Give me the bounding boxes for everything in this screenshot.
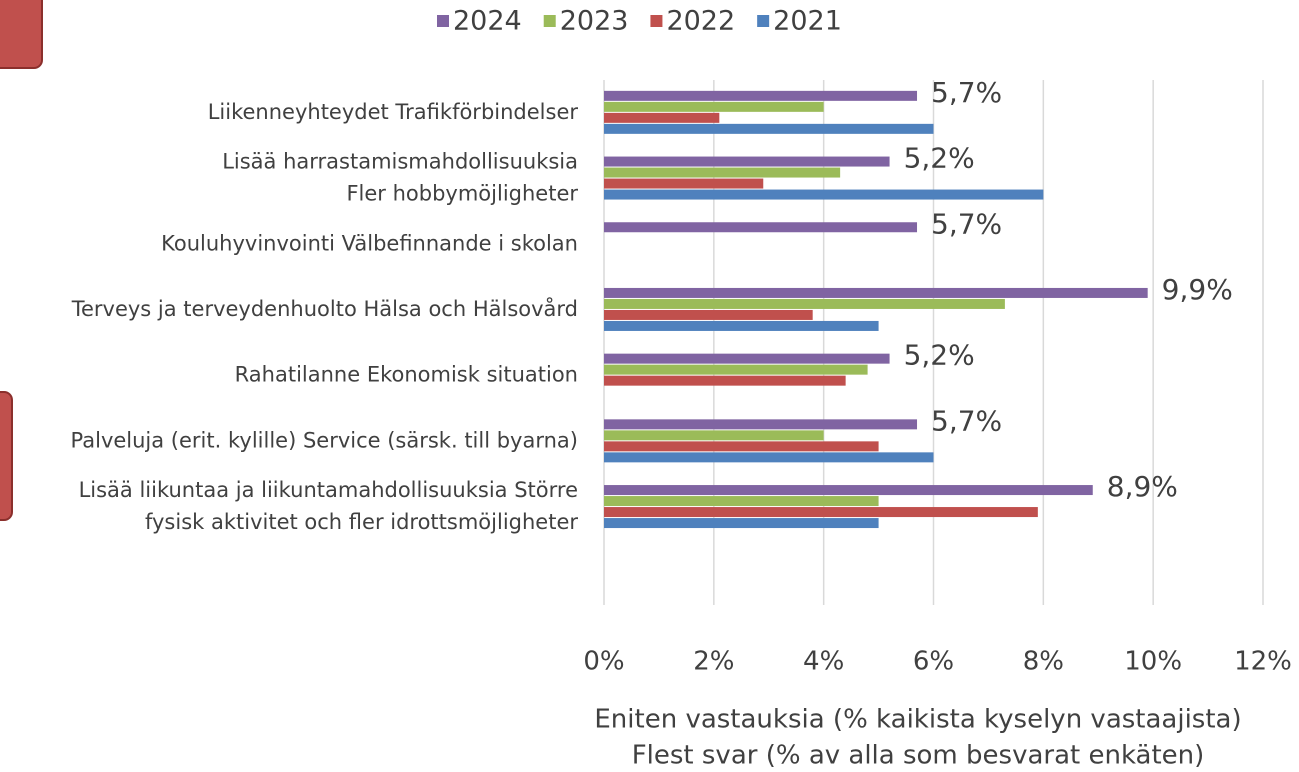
legend-swatch — [650, 15, 662, 27]
x-axis-title: Eniten vastauksia (% kaikista kyselyn va… — [594, 705, 1241, 735]
bar — [604, 496, 879, 506]
bar — [604, 507, 1038, 517]
chart: 0% 2% 4% 6% 8% 10% 12% Eniten vastauksia (% kai… — [0, 0, 1299, 772]
y-tick-label-line: Lisää harrastamismahdollisuuksia — [222, 150, 578, 174]
y-tick-label: Palveluja (erit. kylille) Service (särsk… — [71, 428, 578, 452]
legend-label: 2023 — [560, 6, 629, 37]
data-label: 5,7% — [931, 76, 1002, 109]
legend-swatch — [544, 15, 556, 27]
data-label: 8,9% — [1107, 470, 1178, 503]
bar — [604, 441, 879, 451]
legend-swatch — [437, 15, 449, 27]
bar — [604, 157, 890, 167]
bar — [604, 124, 934, 134]
y-tick-label-line: Terveys ja terveydenhuolto Hälsa och Häl… — [71, 296, 578, 321]
bar — [604, 365, 868, 375]
bar — [604, 518, 879, 528]
y-tick-label: Lisää harrastamismahdollisuuksia Fler hob… — [222, 150, 578, 206]
bar — [604, 430, 824, 440]
bar — [604, 299, 1005, 309]
y-tick-label-line: Kouluhyvinvointi Välbefinnande i skolan — [161, 231, 578, 255]
bar — [604, 102, 824, 112]
x-tick-label: 12% — [1234, 647, 1292, 677]
bar — [604, 485, 1093, 495]
x-tick-label: 10% — [1124, 647, 1182, 677]
page: 0% 2% 4% 6% 8% 10% 12% Eniten vastauksia (% kai… — [0, 0, 1299, 772]
legend-swatch — [757, 15, 769, 27]
bar — [604, 321, 879, 331]
bar — [604, 452, 934, 462]
legend-label: 2024 — [453, 6, 522, 37]
y-tick-label-line: Fler hobbymöjligheter — [346, 182, 578, 206]
bar — [604, 419, 917, 429]
decor-box — [0, 392, 12, 520]
y-tick-label-line: Liikenneyhteydet Trafikförbindelser — [208, 100, 579, 124]
y-tick-label-line: Lisää liikuntaa ja liikuntamahdollisuuks… — [79, 478, 578, 502]
bar — [604, 222, 917, 232]
x-tick-label: 6% — [913, 647, 954, 677]
bar — [604, 310, 813, 320]
x-tick-label: 2% — [693, 647, 734, 677]
y-tick-label-line: Rahatilanne Ekonomisk situation — [235, 363, 578, 387]
bar — [604, 376, 846, 386]
bar — [604, 168, 840, 178]
data-label: 9,9% — [1162, 273, 1233, 306]
bar — [604, 113, 719, 123]
bar — [604, 190, 1043, 200]
data-label: 5,7% — [931, 404, 1002, 437]
bar — [604, 354, 890, 364]
y-tick-label: Terveys ja terveydenhuolto Hälsa och Häl… — [71, 296, 578, 321]
x-axis-title: Flest svar (% av alla som besvarat enkät… — [632, 741, 1205, 771]
data-label: 5,2% — [904, 339, 975, 372]
bar — [604, 288, 1148, 298]
data-label: 5,2% — [904, 142, 975, 175]
y-tick-label: Lisää liikuntaa ja liikuntamahdollisuuks… — [79, 478, 579, 534]
x-tick-label: 0% — [583, 647, 624, 677]
legend-label: 2022 — [666, 6, 735, 37]
y-tick-label-line: Palveluja (erit. kylille) Service (särsk… — [71, 428, 578, 452]
legend-label: 2021 — [773, 6, 842, 37]
bar — [604, 91, 917, 101]
x-tick-label: 4% — [803, 647, 844, 677]
data-label: 5,7% — [931, 207, 1002, 240]
x-tick-label: 8% — [1023, 647, 1064, 677]
decor-box — [0, 0, 42, 68]
y-tick-label: Liikenneyhteydet Trafikförbindelser — [208, 100, 579, 124]
y-tick-label: Kouluhyvinvointi Välbefinnande i skolan — [161, 231, 578, 255]
bar — [604, 179, 763, 189]
y-tick-label: Rahatilanne Ekonomisk situation — [235, 363, 578, 387]
y-tick-label-line: fysisk aktivitet och fler idrottsmöjligh… — [145, 510, 578, 534]
